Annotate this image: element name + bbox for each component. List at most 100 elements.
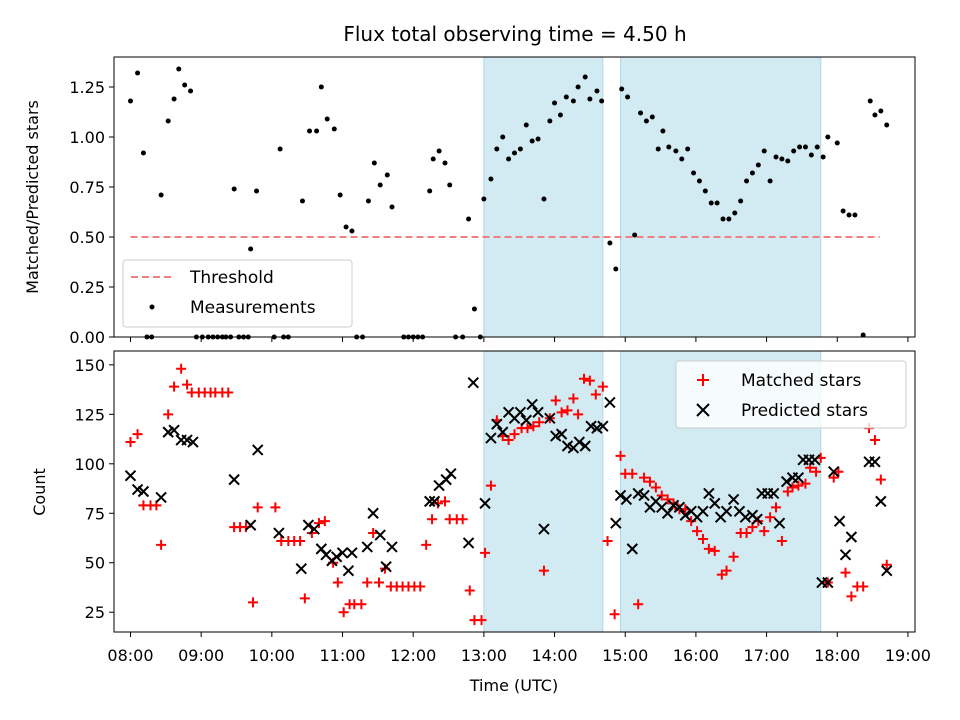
y-tick-label: 1.25 (69, 78, 105, 97)
measurement-point (655, 146, 661, 152)
predicted-stars-point (308, 523, 320, 535)
measurement-point (343, 224, 349, 230)
measurement-point (679, 156, 685, 162)
matched-stars-point (602, 535, 613, 546)
matched-stars-point (528, 421, 539, 432)
x-tick-label: 10:00 (249, 646, 295, 665)
matched-stars-point (633, 599, 644, 610)
predicted-stars-point (244, 519, 257, 531)
measurement-point (808, 152, 814, 158)
matched-stars-point (485, 480, 496, 491)
matched-stars-point (556, 407, 567, 418)
bottom-legend-box (675, 360, 907, 429)
measurement-point (529, 138, 535, 144)
predicted-stars-point (673, 501, 686, 514)
matched-stars-point (125, 437, 136, 448)
predicted-stars-point (491, 418, 503, 430)
matched-stars-point (800, 478, 811, 489)
measurement-point (802, 144, 808, 150)
measurement-point (860, 332, 866, 338)
threshold-legend-label: Threshold (189, 268, 274, 288)
matched-stars-point (176, 363, 187, 374)
predicted-stars-point (462, 537, 475, 549)
predicted-stars-point (228, 473, 240, 486)
matched-stars-point (578, 373, 589, 384)
measurement-point (749, 170, 755, 176)
matched-stars-point (182, 379, 193, 390)
matched-stars-legend-label: Matched stars (741, 371, 861, 391)
predicted-stars-point (555, 428, 568, 440)
predicted-stars-legend-label: Predicted stars (741, 401, 868, 421)
measurement-point (314, 128, 320, 134)
measurement-point (517, 146, 523, 152)
matched-stars-point (869, 435, 880, 446)
measurement-point (523, 122, 529, 128)
predicted-stars-point (573, 436, 585, 448)
measurement-point (299, 198, 305, 204)
measurement-point (277, 146, 283, 152)
measurement-point (773, 154, 779, 160)
measurement-point (613, 266, 619, 272)
measurement-point (188, 88, 194, 94)
measurement-point (506, 156, 512, 162)
measurement-point (852, 212, 858, 218)
matched-stars-point (881, 559, 892, 570)
measurement-point (660, 128, 666, 134)
matched-stars-point (427, 514, 438, 525)
matched-stars-point (550, 395, 561, 406)
matched-stars-point (584, 375, 595, 386)
measurement-point (714, 200, 720, 206)
measurement-point (377, 182, 383, 188)
measurement-point (702, 188, 708, 194)
predicted-stars-point (697, 505, 709, 517)
matched-stars-point (476, 615, 487, 626)
matched-stars-point (644, 476, 655, 487)
measurement-point (447, 182, 453, 188)
matched-stars-point (299, 593, 310, 604)
y-tick-label: 0.50 (69, 228, 105, 247)
measurement-point (649, 114, 655, 120)
measurement-point (732, 210, 738, 216)
measurement-point (500, 134, 506, 140)
predicted-stars-legend-swatch (696, 403, 710, 417)
predicted-stars-point (187, 436, 199, 448)
matched-stars-point (319, 516, 330, 527)
predicted-stars-points (124, 376, 893, 589)
measurement-point (512, 150, 517, 156)
measurement-point (563, 94, 569, 100)
measurement-point (182, 82, 188, 88)
y-tick-label: 0.00 (69, 328, 105, 347)
measurement-point (673, 148, 679, 154)
matched-stars-point (503, 435, 514, 446)
x-tick-label: 12:00 (390, 646, 436, 665)
matched-stars-point (741, 528, 752, 539)
matched-stars-point (828, 472, 839, 483)
predicted-stars-point (361, 541, 373, 553)
measurement-point (846, 212, 852, 218)
measurement-point (171, 96, 177, 102)
matched-stars-point (440, 496, 451, 507)
matched-stars-point (156, 539, 167, 550)
predicted-stars-point (514, 406, 527, 419)
measurement-point (324, 116, 330, 122)
predicted-stars-point (445, 467, 457, 480)
matched-stars-point (776, 535, 787, 546)
measurement-point (494, 146, 500, 152)
predicted-stars-point (792, 471, 805, 484)
predicted-stars-point (386, 541, 398, 553)
predicted-stars-point (604, 396, 616, 409)
matched-stars-point (811, 466, 822, 477)
matched-stars-point (728, 551, 739, 562)
matched-stars-point (765, 512, 776, 523)
matched-stars-point (697, 533, 708, 544)
matched-stars-point (362, 577, 373, 588)
predicted-stars-point (597, 420, 609, 432)
measurement-point (814, 144, 820, 150)
predicted-stars-point (679, 509, 692, 521)
predicted-stars-point (520, 414, 532, 426)
measurement-point (685, 146, 691, 152)
measurement-point (632, 232, 638, 238)
measurement-point (547, 118, 553, 124)
predicted-stars-point (610, 517, 622, 529)
measurement-point (867, 98, 873, 104)
